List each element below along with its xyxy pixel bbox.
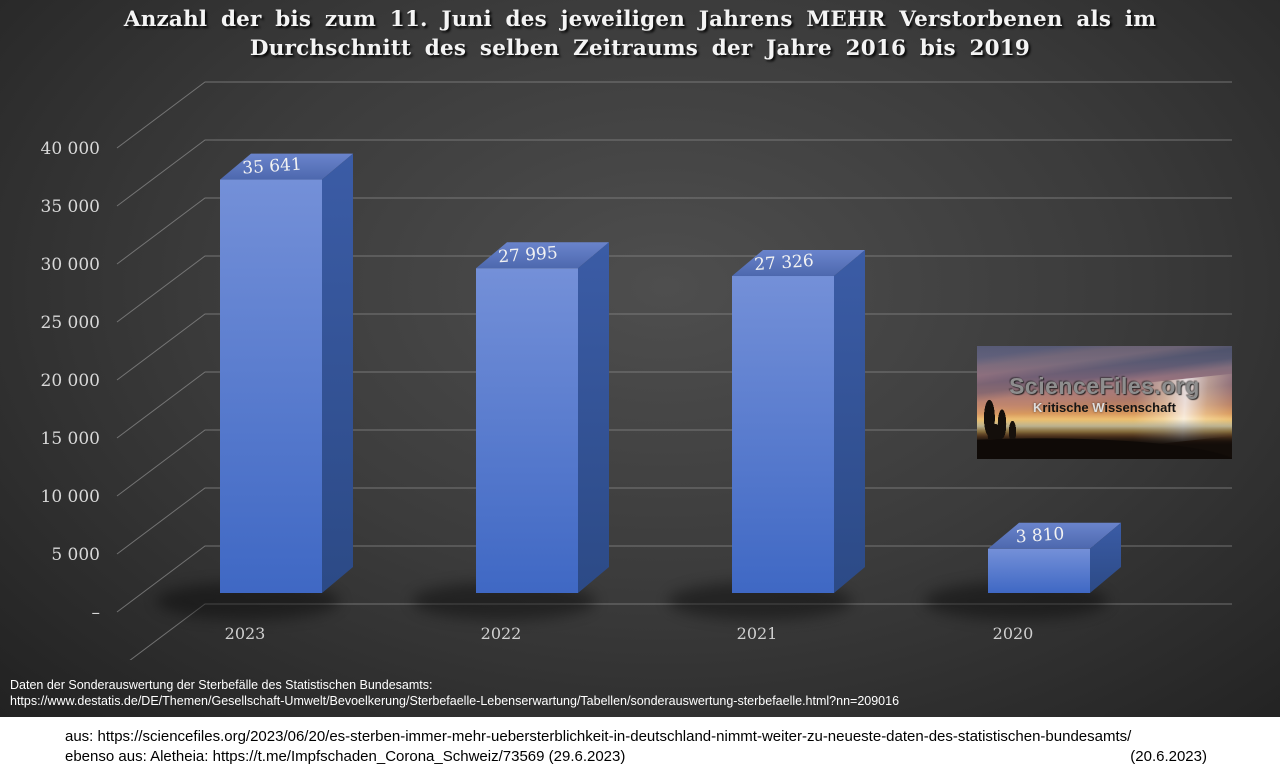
- y-axis-tick-label: 5 000: [51, 545, 100, 565]
- source-date: (20.6.2023): [1130, 748, 1207, 765]
- logo-tagline-ritische: ritische: [1042, 400, 1093, 415]
- bar-top-face-2021: [732, 250, 865, 277]
- bar-side-face-2021: [834, 250, 865, 593]
- y-axis-tick-label: 20 000: [41, 371, 100, 391]
- bar-side-face-2020: [1090, 522, 1121, 593]
- bar-side-face-2023: [322, 153, 353, 594]
- source-note-dark-line1: Daten der Sonderauswertung der Sterbefäl…: [10, 678, 433, 692]
- gridline: [116, 255, 1232, 323]
- bar-front-face-2023: [220, 179, 322, 594]
- source-strip: aus: https://sciencefiles.org/2023/06/20…: [0, 717, 1280, 780]
- gridline: [116, 197, 1232, 265]
- chart-title-line2: Durchschnitt des selben Zeitraums der Ja…: [249, 35, 1031, 61]
- logo-tagline-k: K: [1033, 400, 1043, 415]
- chart-background: Anzahl der bis zum 11. Juni des jeweilig…: [0, 0, 1280, 717]
- y-axis-tick-label: 35 000: [41, 197, 100, 217]
- chart-title: Anzahl der bis zum 11. Juni des jeweilig…: [0, 6, 1280, 63]
- bar-value-label: 35 641: [242, 155, 303, 179]
- gridline: [116, 545, 1232, 613]
- x-axis-category-label: 2022: [481, 624, 522, 643]
- logo-tagline-w: W: [1092, 400, 1105, 415]
- x-axis-category-label: 2023: [225, 624, 266, 643]
- y-axis-tick-label: 10 000: [41, 487, 100, 507]
- source-note-dark-url: https://www.destatis.de/DE/Themen/Gesell…: [10, 693, 900, 708]
- bar-top-face-2023: [220, 153, 353, 180]
- gridline: [116, 487, 1232, 555]
- gridline: [116, 81, 1232, 149]
- bar-top-face-2022: [476, 242, 609, 269]
- x-axis-category-label: 2021: [737, 624, 778, 643]
- y-axis-tick-label: 15 000: [41, 429, 100, 449]
- bar-value-label: 27 326: [754, 251, 815, 275]
- bar-chart-3d: – 5 000 10 000 15 000 20 000 25 000 30 000 35 0…: [41, 81, 1232, 660]
- bar-value-label: 3 810: [1015, 524, 1065, 547]
- logo-tree-silhouette: [981, 379, 1051, 439]
- x-axis-category-label: 2020: [993, 624, 1034, 643]
- source-link-aletheia: ebenso aus: Aletheia: https://t.me/Impfs…: [65, 748, 626, 765]
- gridline: [116, 313, 1232, 381]
- logo-tagline: Kritische Wissenschaft: [977, 400, 1232, 415]
- y-axis-tick-label: –: [92, 603, 101, 623]
- source-link-sciencefiles: aus: https://sciencefiles.org/2023/06/20…: [65, 728, 1132, 745]
- sciencefiles-logo: ScienceFiles.org Kritische Wissenschaft: [977, 346, 1232, 459]
- bar-side-face-2022: [578, 242, 609, 593]
- bar-front-face-2022: [476, 268, 578, 593]
- bar-front-face-2021: [732, 276, 834, 593]
- y-axis-tick-label: 40 000: [41, 139, 100, 159]
- gridline: [116, 429, 1232, 497]
- source-note-dark: Daten der Sonderauswertung der Sterbefäl…: [10, 678, 899, 709]
- logo-tagline-issenschaft: issenschaft: [1104, 400, 1176, 415]
- gridline: [116, 371, 1232, 439]
- gridline: [116, 139, 1232, 207]
- chart-title-line1: Anzahl der bis zum 11. Juni des jeweilig…: [123, 7, 1157, 32]
- bar-value-label: 27 995: [498, 243, 559, 267]
- source-strip-line2: ebenso aus: Aletheia: https://t.me/Impfs…: [65, 748, 1207, 765]
- logo-brand-text: ScienceFiles.org: [1009, 373, 1200, 399]
- bar-top-face-2020: [988, 522, 1121, 549]
- bar-front-face-2020: [988, 548, 1090, 593]
- y-axis-tick-label: 25 000: [41, 313, 100, 333]
- y-axis-tick-label: 30 000: [41, 255, 100, 275]
